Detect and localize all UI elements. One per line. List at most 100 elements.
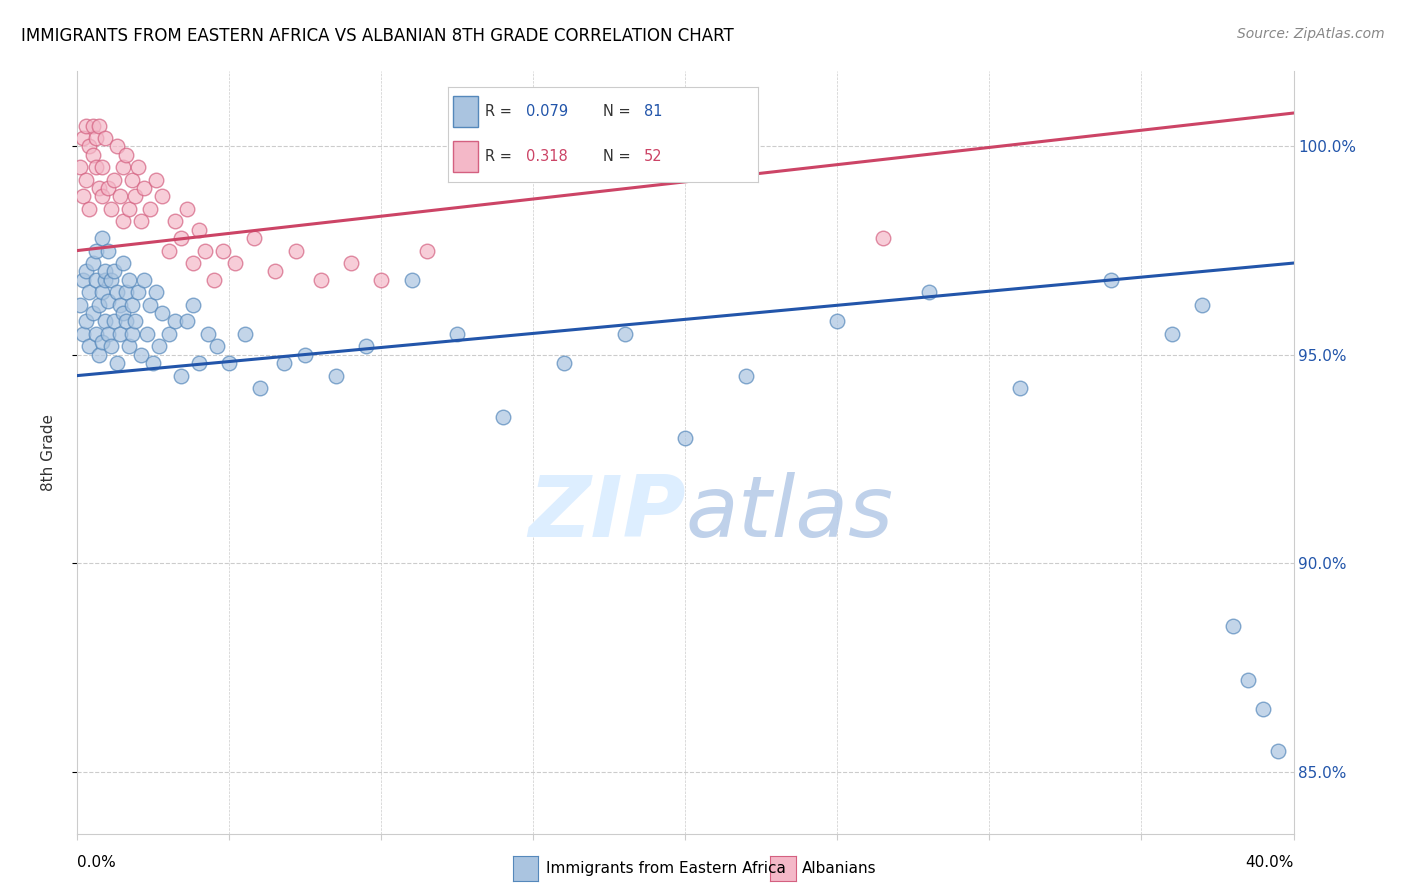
Point bbox=[416, 244, 439, 258]
Point bbox=[129, 214, 152, 228]
Point bbox=[1237, 673, 1260, 687]
Point bbox=[84, 244, 107, 258]
Point bbox=[72, 326, 94, 341]
Text: 40.0%: 40.0% bbox=[1246, 855, 1294, 870]
Point bbox=[492, 410, 515, 425]
Point bbox=[163, 314, 186, 328]
Point bbox=[127, 285, 149, 300]
Point bbox=[181, 298, 204, 312]
Point bbox=[294, 348, 316, 362]
Point bbox=[735, 368, 758, 383]
Point bbox=[242, 231, 264, 245]
Point bbox=[121, 172, 143, 186]
Point bbox=[205, 339, 228, 353]
Point bbox=[115, 285, 138, 300]
Point bbox=[152, 306, 174, 320]
Point bbox=[1222, 618, 1244, 632]
Point bbox=[105, 285, 128, 300]
Point bbox=[446, 326, 468, 341]
Point bbox=[827, 314, 849, 328]
Point bbox=[121, 298, 143, 312]
Point bbox=[87, 298, 110, 312]
Point bbox=[111, 214, 134, 228]
Point bbox=[152, 189, 174, 203]
Point bbox=[134, 273, 156, 287]
Point bbox=[105, 356, 128, 370]
Text: IMMIGRANTS FROM EASTERN AFRICA VS ALBANIAN 8TH GRADE CORRELATION CHART: IMMIGRANTS FROM EASTERN AFRICA VS ALBANI… bbox=[21, 27, 734, 45]
Point bbox=[93, 273, 115, 287]
Point bbox=[108, 189, 131, 203]
Point bbox=[90, 231, 112, 245]
Point bbox=[93, 314, 115, 328]
Point bbox=[613, 326, 636, 341]
Point bbox=[75, 314, 97, 328]
Point bbox=[675, 160, 697, 174]
Point bbox=[553, 356, 575, 370]
Point bbox=[354, 339, 377, 353]
Point bbox=[134, 181, 156, 195]
Point bbox=[84, 160, 107, 174]
Point bbox=[79, 202, 101, 216]
Point bbox=[82, 256, 104, 270]
Point bbox=[918, 285, 941, 300]
Point bbox=[157, 326, 180, 341]
Point bbox=[176, 202, 198, 216]
Point bbox=[145, 172, 167, 186]
Point bbox=[170, 368, 193, 383]
Point bbox=[72, 131, 94, 145]
Point bbox=[84, 273, 107, 287]
Text: Immigrants from Eastern Africa: Immigrants from Eastern Africa bbox=[546, 862, 786, 876]
Text: Albanians: Albanians bbox=[801, 862, 876, 876]
Y-axis label: 8th Grade: 8th Grade bbox=[42, 414, 56, 491]
Point bbox=[100, 339, 122, 353]
Point bbox=[188, 223, 211, 237]
Point bbox=[157, 244, 180, 258]
Point bbox=[129, 348, 152, 362]
Point bbox=[224, 256, 246, 270]
Point bbox=[218, 356, 240, 370]
Point bbox=[90, 335, 112, 350]
Point bbox=[90, 285, 112, 300]
Text: 0.0%: 0.0% bbox=[77, 855, 117, 870]
Point bbox=[124, 314, 146, 328]
Point bbox=[145, 285, 167, 300]
Point bbox=[90, 160, 112, 174]
Point bbox=[273, 356, 295, 370]
Point bbox=[79, 339, 101, 353]
Point bbox=[87, 348, 110, 362]
Point bbox=[72, 189, 94, 203]
Point bbox=[82, 306, 104, 320]
Point bbox=[108, 326, 131, 341]
Point bbox=[82, 119, 104, 133]
Point bbox=[202, 273, 225, 287]
Point bbox=[1161, 326, 1184, 341]
Point bbox=[87, 119, 110, 133]
Point bbox=[82, 147, 104, 161]
Point bbox=[285, 244, 308, 258]
Point bbox=[194, 244, 217, 258]
Point bbox=[148, 339, 170, 353]
Point bbox=[90, 189, 112, 203]
Point bbox=[115, 314, 138, 328]
Point bbox=[103, 264, 125, 278]
Point bbox=[97, 181, 120, 195]
Point bbox=[93, 131, 115, 145]
Point bbox=[139, 298, 162, 312]
Point bbox=[188, 356, 211, 370]
Point bbox=[111, 306, 134, 320]
Point bbox=[139, 202, 162, 216]
Point bbox=[111, 160, 134, 174]
Point bbox=[97, 244, 120, 258]
Point bbox=[249, 381, 271, 395]
Text: Source: ZipAtlas.com: Source: ZipAtlas.com bbox=[1237, 27, 1385, 41]
Point bbox=[181, 256, 204, 270]
Point bbox=[1008, 381, 1031, 395]
Point bbox=[118, 339, 141, 353]
Point bbox=[176, 314, 198, 328]
Point bbox=[118, 202, 141, 216]
Point bbox=[115, 147, 138, 161]
Point bbox=[163, 214, 186, 228]
Point bbox=[93, 264, 115, 278]
Point bbox=[97, 293, 120, 308]
Point bbox=[340, 256, 363, 270]
